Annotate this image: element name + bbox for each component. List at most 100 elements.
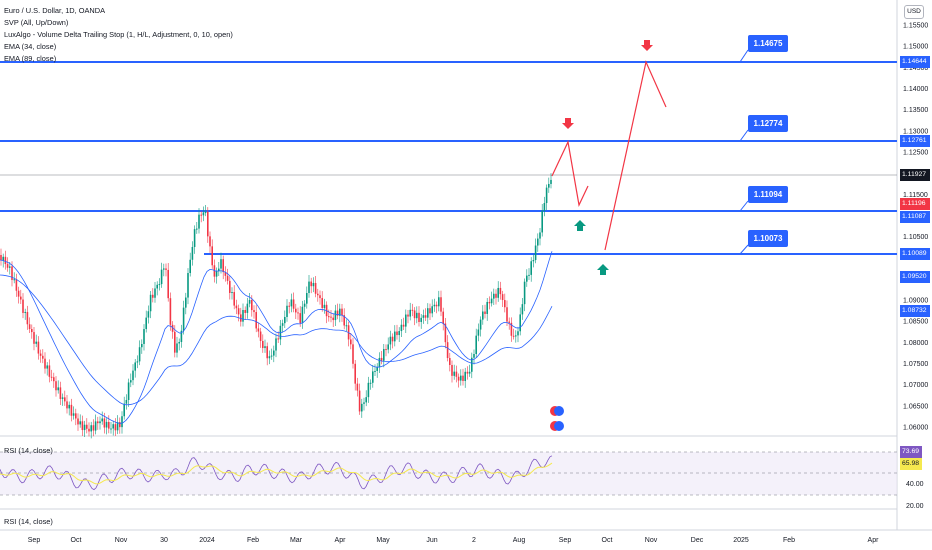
rsi-line	[0, 455, 553, 491]
candle-body	[449, 358, 451, 366]
event-icon[interactable]	[554, 406, 564, 416]
candle-body	[154, 288, 156, 298]
symbol-title[interactable]: Euro / U.S. Dollar, 1D, OANDA	[4, 6, 106, 15]
candle-body	[13, 279, 15, 281]
candle-body	[308, 281, 310, 294]
level-label[interactable]: 1.12774	[748, 115, 788, 132]
time-tick-label: 2025	[733, 537, 749, 544]
candle-body	[451, 365, 453, 376]
time-tick-label: Dec	[691, 537, 704, 544]
candle-body	[180, 330, 183, 342]
time-tick-label: Sep	[28, 537, 41, 544]
candle-body	[240, 314, 242, 322]
candle-body	[389, 336, 392, 345]
candle-body	[81, 421, 84, 431]
price-tick-label: 1.09000	[903, 298, 928, 305]
ema34-line	[0, 251, 553, 424]
candle-body	[64, 397, 66, 402]
indicator-luxalgo[interactable]: LuxAlgo - Volume Delta Trailing Stop (1,…	[4, 30, 233, 39]
candle-body	[163, 268, 165, 270]
candle-body	[233, 292, 235, 306]
candle-body	[231, 292, 233, 294]
time-tick-label: Feb	[247, 537, 259, 544]
candle-body	[295, 308, 297, 313]
price-tick-label: 1.07000	[903, 382, 928, 389]
level-label[interactable]: 1.14675	[748, 35, 788, 52]
time-tick-label: Jun	[426, 537, 437, 544]
candle-body	[189, 259, 191, 274]
candle-body	[44, 358, 46, 369]
level-label[interactable]: 1.11094	[748, 186, 788, 203]
candle-body	[396, 331, 398, 336]
price-tag: 1.10089	[900, 248, 930, 260]
candle-body	[367, 382, 370, 398]
candle-body	[116, 422, 119, 431]
candle-body	[512, 335, 515, 337]
candle-body	[394, 331, 396, 342]
candle-body	[218, 268, 220, 272]
candle-body	[534, 245, 537, 261]
candle-body	[519, 314, 521, 332]
rsi-pane2-label[interactable]: RSI (14, close)	[4, 517, 53, 526]
chart-legend: Euro / U.S. Dollar, 1D, OANDA SVP (All, …	[4, 5, 233, 65]
candle-body	[286, 305, 288, 317]
candle-body	[343, 315, 345, 326]
time-tick-label: Apr	[868, 537, 880, 544]
candle-body	[407, 314, 409, 317]
candle-body	[156, 284, 158, 289]
candle-body	[125, 399, 128, 404]
projection-path[interactable]	[551, 140, 589, 207]
candle-body	[268, 356, 271, 359]
candle-body	[202, 212, 205, 216]
candle-body	[99, 421, 101, 424]
level-label[interactable]: 1.10073	[748, 230, 788, 247]
candle-body	[336, 310, 339, 316]
candle-body	[341, 308, 343, 316]
rsi-ma-line	[0, 462, 553, 485]
rsi-tick-label: 40.00	[906, 481, 924, 488]
candle-body	[138, 347, 141, 362]
candle-body	[242, 310, 244, 322]
candle-body	[438, 297, 440, 307]
candle-body	[46, 365, 48, 369]
candle-body	[499, 287, 502, 295]
candle-body	[497, 287, 499, 298]
candle-body	[350, 339, 352, 345]
price-tick-label: 1.15000	[903, 44, 928, 51]
candle-body	[20, 296, 22, 300]
price-tick-label: 1.08000	[903, 340, 928, 347]
candle-body	[103, 418, 106, 428]
candle-body	[422, 315, 425, 318]
candle-body	[526, 275, 528, 282]
candle-body	[165, 268, 167, 270]
arrow-down-icon	[562, 118, 574, 129]
candle-body	[402, 324, 405, 327]
candle-body	[506, 307, 508, 322]
indicator-ema89[interactable]: EMA (89, close)	[4, 54, 57, 63]
indicator-ema34[interactable]: EMA (34, close)	[4, 42, 57, 51]
event-icon[interactable]	[554, 421, 564, 431]
candle-body	[473, 353, 475, 358]
candle-body	[444, 323, 447, 343]
candle-body	[79, 421, 81, 425]
candle-body	[471, 357, 473, 372]
candle-body	[466, 371, 469, 374]
projection-path[interactable]	[604, 60, 667, 251]
candle-body	[68, 404, 70, 409]
currency-button[interactable]: USD	[904, 5, 924, 19]
candle-body	[365, 397, 367, 403]
candle-body	[55, 381, 57, 391]
candle-body	[281, 323, 284, 326]
candle-body	[358, 390, 361, 412]
candle-body	[332, 317, 334, 321]
candle-body	[61, 397, 64, 399]
indicator-svp[interactable]: SVP (All, Up/Down)	[4, 18, 69, 27]
candle-body	[11, 266, 13, 280]
candle-body	[490, 298, 493, 304]
candle-body	[200, 214, 202, 216]
rsi-pane-label[interactable]: RSI (14, close)	[4, 446, 53, 455]
time-tick-label: Oct	[71, 537, 82, 544]
candle-body	[86, 424, 88, 429]
time-tick-label: 30	[160, 537, 168, 544]
